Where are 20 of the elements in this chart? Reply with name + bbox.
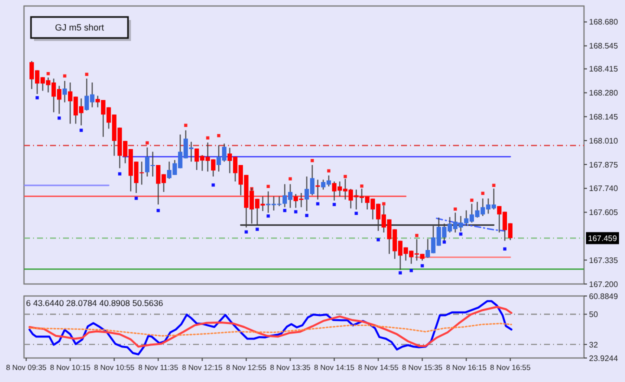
y-tick-label: 23.9244 <box>589 354 618 363</box>
candlestick <box>316 179 320 200</box>
y-tick-label: 167.875 <box>589 160 618 170</box>
chart-title: 6 43.6440 28.0784 40.8908 50.5636 <box>26 298 164 308</box>
y-tick-label: 167.200 <box>589 280 618 289</box>
y-tick-label: 168.145 <box>589 112 618 122</box>
y-tick-label: 167.740 <box>589 184 618 194</box>
y-tick-label: 168.680 <box>589 18 618 27</box>
text: GJ m5 short <box>54 22 105 33</box>
y-tick-label: 168.545 <box>589 42 618 51</box>
y-tick-label: 32 <box>589 340 598 350</box>
ref-line-label: 167.459 <box>588 234 618 243</box>
y-tick-label: 50 <box>589 310 598 320</box>
y-tick-label: 60.8849 <box>589 292 618 301</box>
y-tick-label: 167.335 <box>589 256 618 265</box>
candlestick <box>62 80 67 103</box>
y-tick-label: 168.415 <box>589 64 618 74</box>
y-tick-label: 168.010 <box>589 136 618 146</box>
y-tick-label: 167.605 <box>589 208 618 218</box>
y-tick-label: 168.280 <box>589 88 618 98</box>
